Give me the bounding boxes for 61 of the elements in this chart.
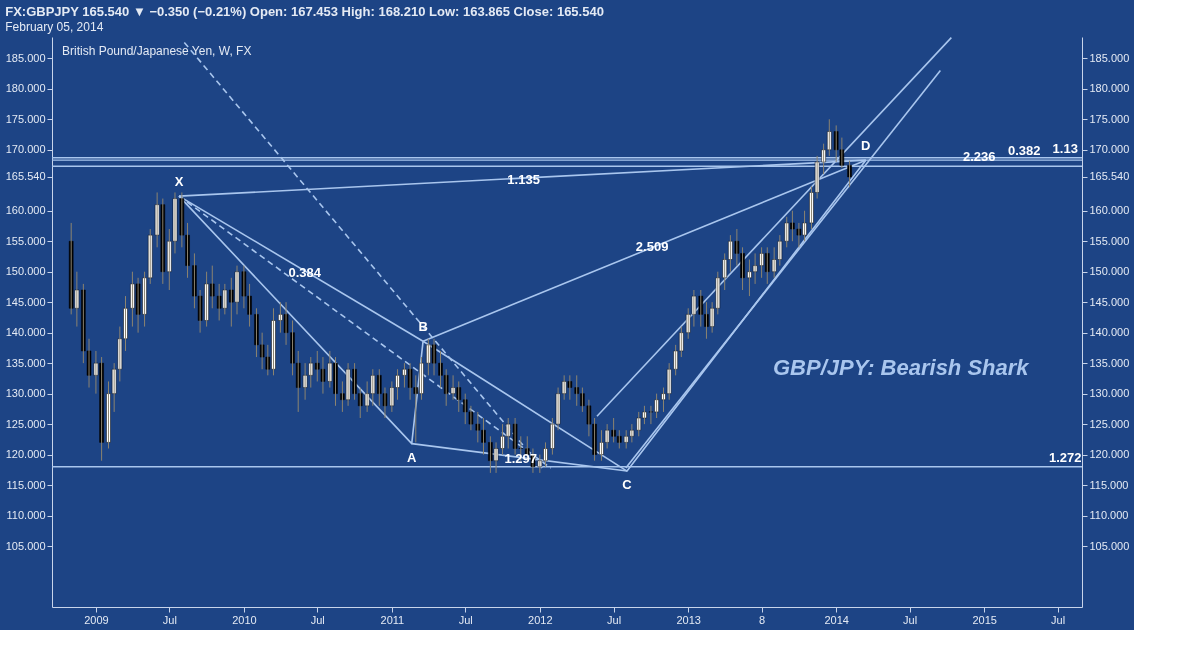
y2-tick-label: 115.000 [1089, 478, 1129, 491]
x-tick-label: 2015 [972, 613, 997, 626]
chart-title: FX:GBPJPY 165.540 ▼ −0.350 (−0.21%) Open: 167.453 High: 168.210 Low: 163.865 Close: 165.540 [5, 3, 604, 19]
y-tick-label: 170.000 [5, 143, 46, 156]
y-tick-label: 165.540 [5, 170, 46, 183]
x-tick-label: 2013 [676, 613, 701, 626]
y2-tick-label: 110.000 [1089, 509, 1129, 522]
y2-tick-label: 180.000 [1089, 82, 1130, 95]
y-tick-label: 105.000 [5, 539, 46, 552]
y-tick-label: 145.000 [5, 295, 46, 308]
x-tick-label: Jul [458, 613, 473, 626]
annotation: British Pound/Japanese Yen, W, FX [62, 44, 252, 58]
x-tick-label: 2009 [84, 613, 109, 626]
annotation: 0.382 [1008, 143, 1041, 159]
annotation: B [418, 319, 428, 335]
chart-subtitle: February 05, 2014 [5, 19, 104, 34]
y2-tick-label: 165.540 [1089, 170, 1130, 183]
annotation: 2.236 [963, 149, 996, 165]
annotation: C [622, 477, 633, 493]
y2-tick-label: 175.000 [1089, 112, 1130, 125]
annotation: A [407, 449, 418, 465]
y2-tick-label: 150.000 [1089, 265, 1130, 278]
y-tick-label: 150.000 [5, 265, 46, 278]
y2-tick-label: 160.000 [1089, 204, 1130, 217]
x-tick-label: Jul [903, 613, 918, 626]
y-tick-label: 175.000 [5, 112, 46, 125]
y2-tick-label: 155.000 [1089, 234, 1130, 247]
y-tick-label: 110.000 [6, 509, 46, 522]
y-tick-label: 120.000 [5, 448, 46, 461]
y-tick-label: 185.000 [5, 51, 46, 64]
y-tick-label: 130.000 [5, 387, 46, 400]
y2-tick-label: 135.000 [1089, 356, 1130, 369]
x-tick-label: Jul [310, 613, 325, 626]
x-tick-label: 2012 [528, 613, 553, 626]
y-tick-label: 155.000 [5, 234, 46, 247]
annotation: D [861, 138, 871, 154]
y2-tick-label: 170.000 [1089, 143, 1130, 156]
x-tick-label: Jul [1051, 613, 1066, 626]
y-tick-label: 125.000 [5, 417, 46, 430]
y-tick-label: 135.000 [5, 356, 46, 369]
x-tick-label: Jul [162, 613, 177, 626]
annotation: 1.13 [1052, 140, 1078, 156]
y2-tick-label: 120.000 [1089, 448, 1130, 461]
annotation: X [174, 174, 184, 190]
annotation: GBP/JPY: Bearish Shark [773, 354, 1031, 380]
y-tick-label: 160.000 [5, 204, 46, 217]
y2-tick-label: 140.000 [1089, 326, 1130, 339]
y2-tick-label: 130.000 [1089, 387, 1130, 400]
x-tick-label: 2011 [380, 613, 405, 626]
annotation: 1.272 [1048, 449, 1082, 465]
y-tick-label: 180.000 [5, 82, 46, 95]
y2-tick-label: 105.000 [1089, 539, 1130, 552]
y2-tick-label: 125.000 [1089, 417, 1130, 430]
y2-tick-label: 185.000 [1089, 51, 1130, 64]
y-tick-label: 140.000 [5, 326, 46, 339]
x-tick-label: 2014 [824, 613, 849, 626]
y-tick-label: 115.000 [6, 478, 46, 491]
x-tick-label: 2010 [232, 613, 257, 626]
y2-tick-label: 145.000 [1089, 295, 1130, 308]
x-tick-label: 8 [759, 613, 766, 626]
x-tick-label: Jul [607, 613, 622, 626]
